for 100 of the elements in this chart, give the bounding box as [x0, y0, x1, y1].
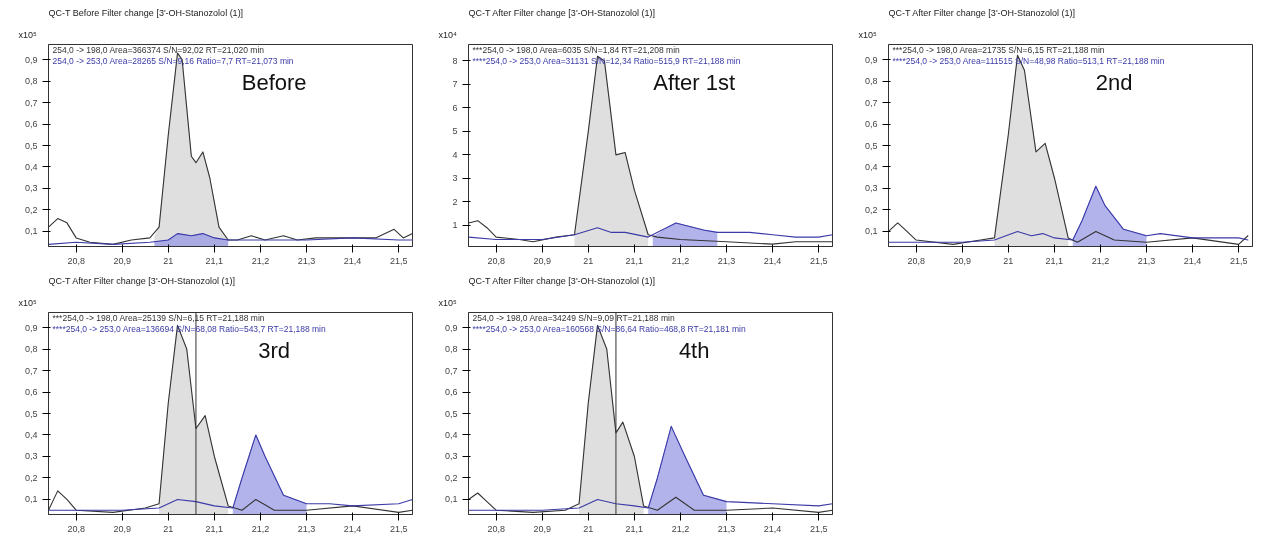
x-tick-label: 20,8: [487, 523, 505, 534]
y-tick-label: 6: [452, 102, 458, 113]
chart-title: QC-T After Filter change [3'-OH-Stanozolol (1)]: [48, 275, 236, 286]
y-tick-label: 8: [452, 55, 458, 66]
y-tick-label: 0,8: [24, 76, 38, 87]
x-tick-label: 21,2: [671, 255, 690, 266]
annotation: ***254,0 -> 198,0 Area=6035 S/N=1,84 RT=21,208 min: [472, 44, 681, 55]
annotation: 254,0 -> 198,0 Area=34249 S/N=9,09 RT=21,188 min: [472, 312, 675, 323]
y-tick-label: 5: [452, 126, 458, 137]
y-tick-label: 0,9: [444, 322, 458, 333]
x-tick-label: 20,9: [953, 255, 971, 266]
chart-title: QC-T After Filter change [3'-OH-Stanozolol (1)]: [888, 7, 1076, 18]
x-tick-label: 20,9: [533, 255, 551, 266]
x-tick-label: 21,2: [1091, 255, 1110, 266]
y-tick-label: 0,2: [24, 472, 38, 483]
y-axis-title: x10⁴: [438, 29, 458, 40]
annotation: ***254,0 -> 198,0 Area=25139 S/N=6,15 RT=21,188 min: [52, 312, 265, 323]
annotation: Before: [241, 70, 307, 95]
x-tick-label: 21,3: [717, 255, 736, 266]
y-tick-label: 0,3: [864, 183, 878, 194]
y-tick-label: 0,2: [24, 204, 38, 215]
x-tick-label: 21,3: [297, 255, 316, 266]
x-tick-label: 21,4: [343, 523, 362, 534]
y-tick-label: 0,6: [444, 387, 458, 398]
y-axis-title: x10⁵: [18, 297, 38, 308]
y-tick-label: 0,1: [24, 226, 38, 237]
x-tick-label: 21,1: [205, 523, 224, 534]
annotation: 2nd: [1095, 70, 1133, 95]
chart-title: QC-T After Filter change [3'-OH-Stanozolol (1)]: [468, 275, 656, 286]
x-tick-label: 21,3: [717, 523, 736, 534]
x-tick-label: 21,3: [1137, 255, 1156, 266]
y-tick-label: 0,3: [444, 451, 458, 462]
chart-title: QC-T Before Filter change [3'-OH-Stanozolol (1)]: [48, 7, 244, 18]
y-tick-label: 0,3: [24, 451, 38, 462]
y-tick-label: 0,3: [24, 183, 38, 194]
y-tick-label: 0,8: [444, 344, 458, 355]
y-tick-label: 0,7: [864, 97, 878, 108]
x-tick-label: 21,1: [625, 255, 644, 266]
x-tick-label: 21: [583, 255, 594, 266]
x-tick-label: 21,5: [809, 523, 828, 534]
chart-title: QC-T After Filter change [3'-OH-Stanozolol (1)]: [468, 7, 656, 18]
y-axis-title: x10⁵: [438, 297, 458, 308]
y-tick-label: 0,6: [864, 119, 878, 130]
y-tick-label: 0,5: [24, 140, 38, 151]
y-tick-label: 1: [452, 220, 458, 231]
y-tick-label: 0,4: [24, 161, 38, 172]
y-tick-label: 0,7: [444, 365, 458, 376]
x-tick-label: 21,1: [1045, 255, 1064, 266]
x-tick-label: 20,9: [113, 523, 131, 534]
annotation: 3rd: [258, 338, 291, 363]
x-tick-label: 20,8: [67, 255, 85, 266]
x-tick-label: 21,4: [763, 255, 782, 266]
x-tick-label: 21,4: [1183, 255, 1202, 266]
y-tick-label: 0,1: [24, 494, 38, 505]
x-tick-label: 20,8: [67, 523, 85, 534]
x-tick-label: 20,8: [907, 255, 925, 266]
y-tick-label: 0,5: [444, 408, 458, 419]
y-tick-label: 0,4: [24, 429, 38, 440]
annotation: 4th: [678, 338, 710, 363]
y-tick-label: 0,9: [24, 322, 38, 333]
y-tick-label: 0,7: [24, 365, 38, 376]
y-tick-label: 0,8: [864, 76, 878, 87]
y-tick-label: 0,5: [24, 408, 38, 419]
x-tick-label: 21,3: [297, 523, 316, 534]
y-tick-label: 0,1: [444, 494, 458, 505]
y-tick-label: 0,1: [864, 226, 878, 237]
x-tick-label: 20,9: [113, 255, 131, 266]
x-tick-label: 21,4: [343, 255, 362, 266]
x-tick-label: 21,1: [625, 523, 644, 534]
y-tick-label: 0,4: [864, 161, 878, 172]
y-tick-label: 0,4: [444, 429, 458, 440]
y-tick-label: 0,6: [24, 387, 38, 398]
x-tick-label: 21: [163, 523, 174, 534]
annotation: ***254,0 -> 198,0 Area=21735 S/N=6,15 RT=21,188 min: [892, 44, 1105, 55]
y-tick-label: 4: [452, 149, 458, 160]
y-tick-label: 0,2: [444, 472, 458, 483]
x-tick-label: 20,8: [487, 255, 505, 266]
y-tick-label: 0,5: [864, 140, 878, 151]
x-tick-label: 21: [163, 255, 174, 266]
x-tick-label: 21,5: [389, 523, 408, 534]
y-tick-label: 3: [452, 173, 458, 184]
y-tick-label: 0,2: [864, 204, 878, 215]
y-axis-title: x10⁵: [858, 29, 878, 40]
y-tick-label: 7: [452, 79, 458, 90]
x-tick-label: 21: [1003, 255, 1014, 266]
y-axis-title: x10⁵: [18, 29, 38, 40]
x-tick-label: 21,5: [809, 255, 828, 266]
x-tick-label: 21,1: [205, 255, 224, 266]
x-tick-label: 21,4: [763, 523, 782, 534]
x-tick-label: 21,5: [389, 255, 408, 266]
y-tick-label: 0,9: [24, 54, 38, 65]
y-tick-label: 0,6: [24, 119, 38, 130]
annotation: After 1st: [653, 70, 736, 95]
x-tick-label: 21,2: [251, 255, 270, 266]
y-tick-label: 0,8: [24, 344, 38, 355]
x-tick-label: 21: [583, 523, 594, 534]
y-tick-label: 2: [452, 196, 458, 207]
y-tick-label: 0,9: [864, 54, 878, 65]
y-tick-label: 0,7: [24, 97, 38, 108]
x-tick-label: 21,5: [1229, 255, 1248, 266]
